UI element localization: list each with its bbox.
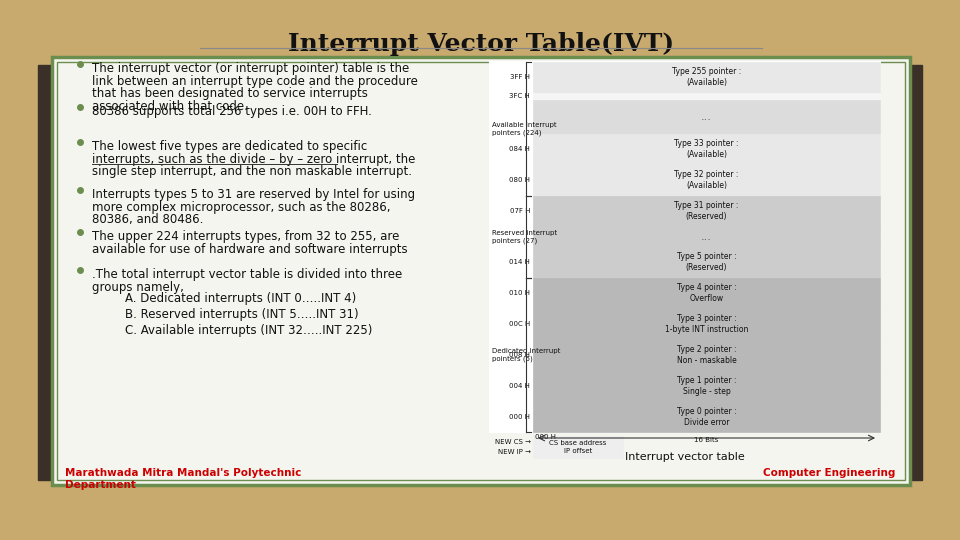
Text: Type 2 pointer :
Non - maskable: Type 2 pointer : Non - maskable [677,345,736,365]
Text: Type 3 pointer :
1-byte INT instruction: Type 3 pointer : 1-byte INT instruction [665,314,748,334]
Text: B. Reserved interrupts (INT 5…..INT 31): B. Reserved interrupts (INT 5…..INT 31) [125,308,359,321]
Bar [533,93,880,100]
Bar [533,370,880,401]
Text: Type 32 pointer :
(Available): Type 32 pointer : (Available) [674,170,738,190]
Text: single step interrupt, and the non maskable interrupt.: single step interrupt, and the non maska… [92,165,412,178]
Text: 008 H: 008 H [509,352,530,358]
Text: The interrupt vector (or interrupt pointer) table is the: The interrupt vector (or interrupt point… [92,62,409,75]
Text: NEW IP →: NEW IP → [498,449,531,455]
Bar [533,340,880,370]
Text: ...: ... [701,112,712,122]
Text: 3FF H: 3FF H [510,75,530,80]
Text: 080 H: 080 H [509,177,530,183]
Text: 80386 supports total 256 types i.e. 00H to FFH.: 80386 supports total 256 types i.e. 00H … [92,105,372,118]
Text: 000 H: 000 H [509,414,530,420]
Bar [533,278,880,309]
Text: 004 H: 004 H [509,383,530,389]
Text: 16 Bits: 16 Bits [694,437,719,443]
Text: NEW CS →: NEW CS → [495,439,531,445]
Text: The lowest five types are dedicated to specific: The lowest five types are dedicated to s… [92,140,368,153]
Bar [533,165,880,195]
Text: that has been designated to service interrupts: that has been designated to service inte… [92,87,368,100]
Bar [38,65,60,480]
Text: Type 5 pointer :
(Reserved): Type 5 pointer : (Reserved) [677,252,736,273]
Bar [57,62,905,480]
Bar [52,57,910,485]
Bar [533,100,880,134]
Bar [490,62,880,432]
Text: associated with that code.: associated with that code. [92,99,248,112]
Text: Available interrupt
pointers (224): Available interrupt pointers (224) [492,122,557,136]
Text: ...: ... [701,232,712,242]
Bar [533,401,880,432]
Text: 014 H: 014 H [509,259,530,266]
Text: 3FC H: 3FC H [509,93,530,99]
Text: .The total interrupt vector table is divided into three: .The total interrupt vector table is div… [92,268,402,281]
Text: 084 H: 084 H [509,146,530,152]
Text: Type 4 pointer :
Overflow: Type 4 pointer : Overflow [677,283,736,303]
Text: 80386, and 80486.: 80386, and 80486. [92,213,204,226]
Text: groups namely,: groups namely, [92,280,184,294]
Text: Interrupt vector table: Interrupt vector table [625,452,745,462]
Text: 000 H: 000 H [535,434,556,440]
Text: Type 31 pointer :
(Reserved): Type 31 pointer : (Reserved) [674,201,738,221]
Text: 010 H: 010 H [509,290,530,296]
Text: Marathwada Mitra Mandal's Polytechnic
Department: Marathwada Mitra Mandal's Polytechnic De… [65,468,301,490]
Bar [533,226,880,247]
Text: C. Available interrupts (INT 32…..INT 225): C. Available interrupts (INT 32…..INT 22… [125,324,372,337]
Text: more complex microprocessor, such as the 80286,: more complex microprocessor, such as the… [92,200,391,213]
Bar [533,309,880,340]
Bar [533,134,880,165]
Bar [533,62,880,93]
Bar [52,57,910,485]
Bar [900,65,922,480]
Text: Interrupt Vector Table(IVT): Interrupt Vector Table(IVT) [288,32,674,56]
Text: 07F H: 07F H [510,208,530,214]
Text: A. Dedicated interrupts (INT 0…..INT 4): A. Dedicated interrupts (INT 0…..INT 4) [125,292,356,305]
Text: link between an interrupt type code and the procedure: link between an interrupt type code and … [92,75,418,87]
Text: interrupts, such as the divide – by – zero interrupt, the: interrupts, such as the divide – by – ze… [92,152,416,165]
Text: Reserved interrupt
pointers (27): Reserved interrupt pointers (27) [492,230,557,244]
Text: Type 0 pointer :
Divide error: Type 0 pointer : Divide error [677,407,736,427]
Text: Type 33 pointer :
(Available): Type 33 pointer : (Available) [674,139,739,159]
Text: Interrupts types 5 to 31 are reserved by Intel for using: Interrupts types 5 to 31 are reserved by… [92,188,415,201]
Text: Type 255 pointer :
(Available): Type 255 pointer : (Available) [672,68,741,87]
Bar [533,195,880,226]
Text: Dedicated interrupt
pointers (5): Dedicated interrupt pointers (5) [492,348,561,362]
Text: 00C H: 00C H [509,321,530,327]
Bar [533,247,880,278]
Text: Type 1 pointer :
Single - step: Type 1 pointer : Single - step [677,376,736,396]
Bar [533,436,623,458]
Text: available for use of hardware and software interrupts: available for use of hardware and softwa… [92,242,408,255]
Text: Computer Engineering: Computer Engineering [762,468,895,478]
Text: The upper 224 interrupts types, from 32 to 255, are: The upper 224 interrupts types, from 32 … [92,230,399,243]
Text: CS base address
IP offset: CS base address IP offset [549,440,607,454]
